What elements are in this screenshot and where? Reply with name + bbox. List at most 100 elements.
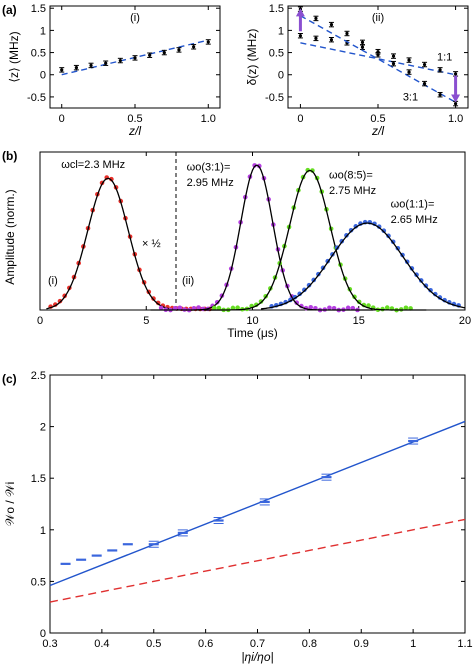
b-point: [403, 305, 409, 311]
b-point: [302, 287, 307, 293]
data-point: [360, 40, 365, 44]
a-i-ytick-label: 1: [40, 25, 46, 37]
data-point: [133, 56, 137, 60]
series-3-1: [297, 6, 459, 107]
b-point: [252, 163, 257, 168]
data-point: [422, 82, 427, 86]
data-point: [74, 66, 78, 70]
region-label-ii: (ii): [182, 275, 194, 287]
a-ii-ytick-label: 1.5: [269, 3, 284, 15]
c-xtick-label: 0.8: [302, 638, 317, 650]
b-point: [428, 287, 433, 293]
sub-label-a-ii: (ii): [372, 12, 384, 24]
data-point: [162, 50, 166, 55]
data-point: [89, 63, 93, 68]
panel-label-a: (a): [2, 3, 17, 17]
b-ann-input: ωcl=2.3 MHz: [61, 159, 125, 171]
c-ytick-label: 1.5: [31, 473, 46, 485]
data-point: [118, 58, 122, 63]
a-ii-ytick-label: 1: [278, 25, 284, 37]
a-ii-xtick-label: 0.5: [370, 113, 385, 125]
panel-label-b: (b): [2, 149, 17, 163]
c-ytick-label: 2: [40, 422, 46, 434]
b-point: [216, 305, 222, 311]
a-ii-xlabel: z/l: [371, 124, 384, 138]
data-point: [391, 54, 396, 58]
b-ylabel: Amplitude (norm.): [3, 189, 17, 284]
b-xtick-label: 0: [37, 315, 43, 327]
data-point: [391, 62, 396, 66]
data-point: [438, 68, 442, 72]
c-xlabel: |ηi/ηo|: [241, 650, 273, 664]
a-ii-ytick-label: 0.5: [269, 48, 284, 60]
b-ann-11b: 2.65 MHz: [391, 214, 438, 226]
c-xtick-label: 1.1: [457, 638, 472, 650]
a-i-ytick-label: 0.5: [31, 48, 46, 60]
data-point: [60, 68, 64, 72]
data-point: [329, 23, 334, 27]
b-point: [235, 305, 240, 311]
b-series-2: [203, 167, 427, 313]
data-point: [148, 53, 152, 57]
b-point: [177, 305, 183, 311]
a-i-series: [59, 39, 211, 76]
b-point: [348, 228, 354, 233]
b-point: [366, 303, 371, 308]
c-xtick-label: 0.4: [94, 638, 109, 650]
b-point: [356, 299, 362, 305]
a-i-ytick-label: 1.5: [31, 3, 46, 15]
c-xtick-label: 0.5: [146, 638, 161, 650]
data-point: [453, 101, 458, 106]
b-point: [384, 305, 390, 310]
b-point: [423, 283, 429, 288]
b-ann-85a: ωo(8:5)=: [329, 169, 373, 181]
b-frame: [39, 151, 466, 311]
a-ii-ytick-label: 0: [278, 70, 284, 82]
b-fit-curve: [260, 222, 466, 310]
data-point: [407, 58, 411, 62]
b-ann-85b: 2.75 MHz: [329, 185, 376, 197]
b-point: [158, 305, 164, 311]
b-series-3: [260, 219, 466, 310]
a-i-xlabel: z/l: [128, 124, 141, 138]
a-i-xtick-label: 0.5: [127, 113, 142, 125]
data-point: [345, 31, 349, 36]
data-point: [329, 38, 334, 42]
b-ann-31b: 2.95 MHz: [187, 177, 234, 189]
c-xtick-label: 0.3: [42, 638, 57, 650]
data-point: [298, 34, 303, 38]
a-ii-xtick-label: 0: [297, 113, 303, 125]
data-point: [422, 62, 427, 67]
a-i-ytick-label: 0: [40, 70, 46, 82]
ratio-label-3-1: 3:1: [403, 91, 418, 103]
b-point: [196, 305, 201, 310]
panel-label-c: (c): [2, 372, 17, 386]
data-point: [206, 40, 210, 44]
b-point: [345, 305, 351, 311]
sub-label-a-i: (i): [130, 12, 140, 24]
c-ytick-label: 2.5: [31, 370, 46, 382]
data-point: [438, 93, 442, 97]
a-i-xtick-label: 0: [59, 113, 65, 125]
b-ann-half: × ½: [142, 238, 161, 250]
b-fit-curve: [46, 177, 224, 311]
b-xtick-label: 20: [459, 315, 471, 327]
data-point: [192, 45, 196, 49]
arrow-down-head-icon: [451, 94, 461, 103]
c-ytick-label: 0.5: [31, 576, 46, 588]
b-point: [381, 228, 387, 234]
b-point: [57, 298, 63, 304]
region-label-i: (i): [48, 275, 58, 287]
data-point: [376, 53, 380, 57]
data-point: [360, 45, 365, 49]
ratio-label-1-1: 1:1: [437, 52, 452, 64]
c-ytick-label: 1: [40, 525, 46, 537]
a-ii-ytick-label: -0.5: [265, 92, 284, 104]
c-ytick-label: 0: [40, 628, 46, 640]
b-point: [257, 163, 262, 169]
data-point: [177, 48, 181, 52]
fit-line: [300, 42, 456, 76]
data-point: [314, 16, 318, 21]
b-ann-11a: ωo(1:1)=: [391, 198, 435, 210]
data-point: [104, 61, 108, 65]
